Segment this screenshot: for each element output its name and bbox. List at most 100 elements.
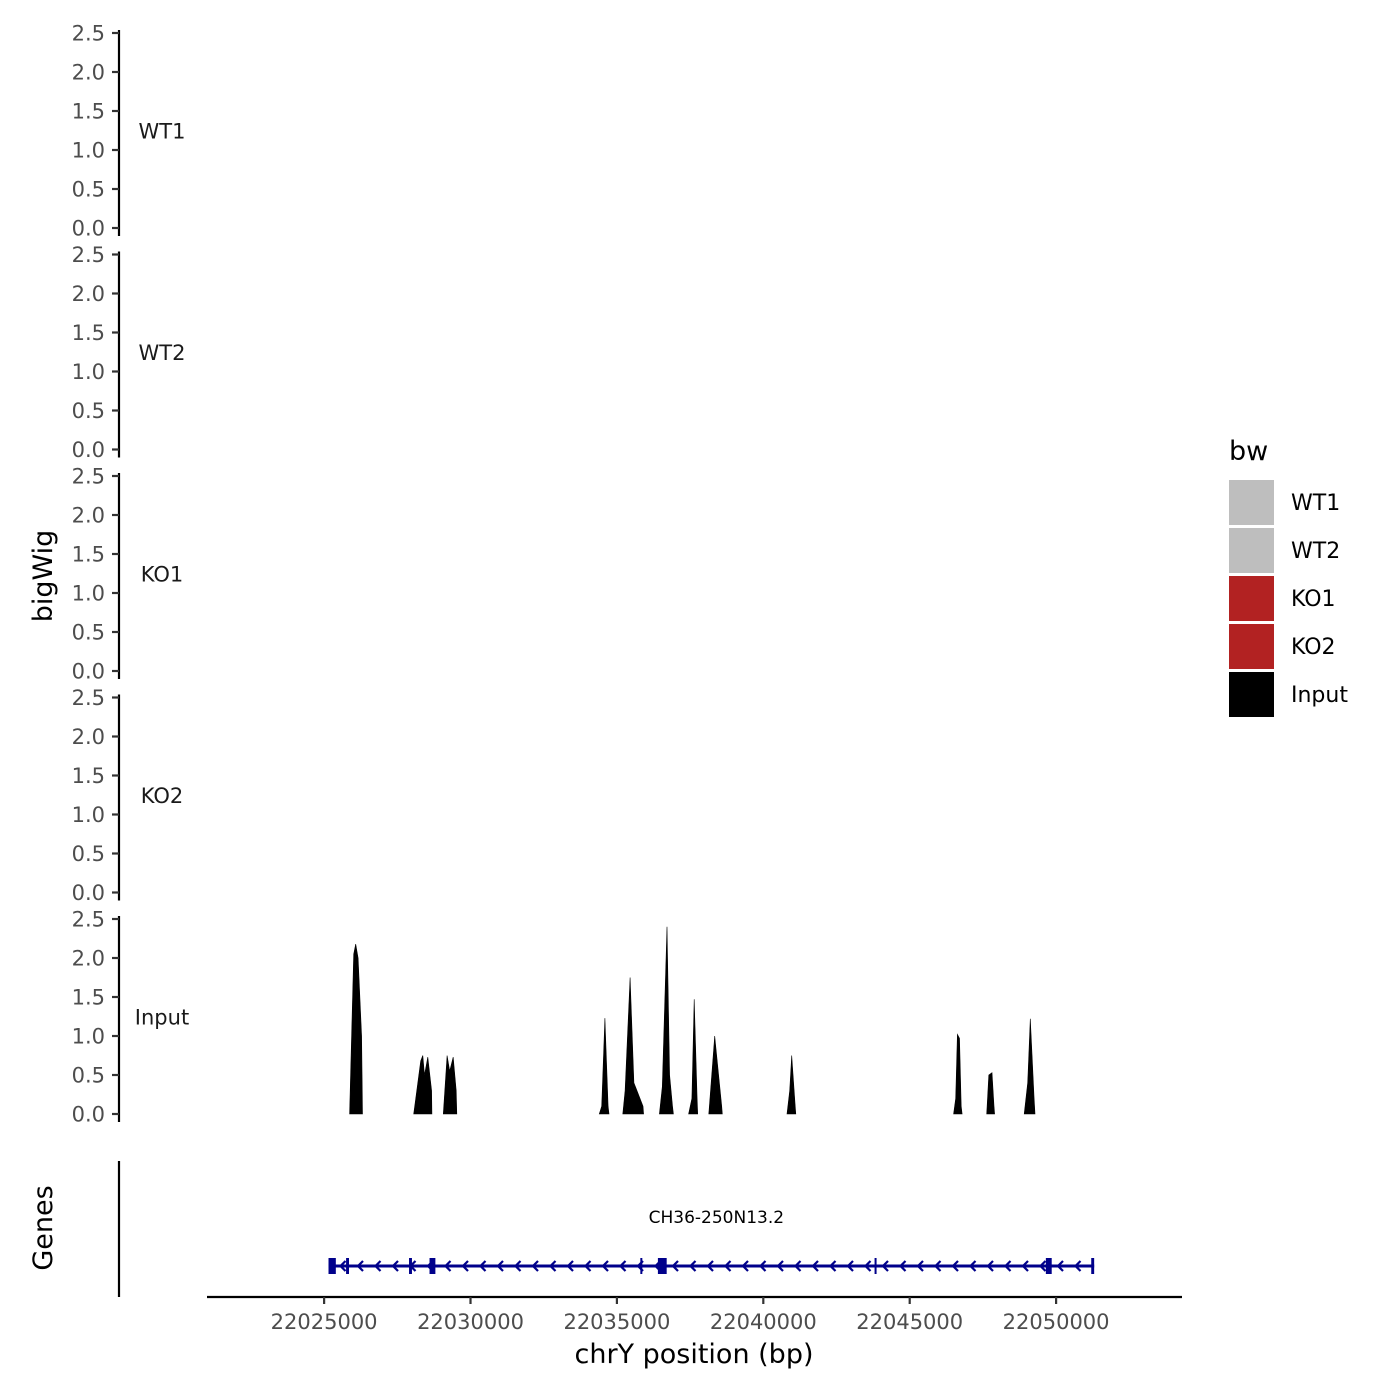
y-tick-label: 0.0: [72, 438, 105, 462]
strand-arrow: [1056, 1260, 1064, 1272]
signal-peak: [622, 977, 644, 1115]
y-tick-label: 2.5: [72, 243, 105, 267]
x-axis: 22025000 22030000 22035000 22040000 22045000…: [207, 1295, 1182, 1334]
y-tick-label: 2.5: [72, 908, 105, 932]
strand-arrow: [986, 1260, 994, 1272]
signal-peak: [786, 1055, 797, 1115]
strand-arrow: [1073, 1260, 1082, 1272]
panel-label-ko1: KO1: [141, 563, 184, 587]
x-tick-label: 22025000: [271, 1310, 378, 1334]
y-tick-label: 1.0: [72, 360, 105, 384]
bigwig-panels: 0.0 0.5 1.0 1.5 2.0 2.5 WT1 0.0 0.5 1.0 1.5 2.0 2.5 W…: [72, 22, 1036, 1127]
signal-peak: [708, 1035, 723, 1115]
strand-arrow: [758, 1260, 767, 1272]
signal-peak: [953, 1033, 963, 1115]
strand-arrow: [881, 1260, 889, 1272]
strand-arrow: [513, 1260, 522, 1272]
strand-arrow: [951, 1260, 959, 1272]
strand-arrow: [601, 1260, 609, 1272]
y-tick-label: 1.0: [72, 139, 105, 163]
y-tick-label: 1.5: [72, 986, 105, 1010]
legend-label: WT2: [1291, 539, 1340, 564]
gene-exon: [1091, 1258, 1095, 1274]
legend-item-wt2: WT2: [1229, 528, 1340, 573]
y-tick-label: 1.0: [72, 1025, 105, 1049]
legend-item-wt1: WT1: [1229, 480, 1340, 525]
signal-peak: [598, 1018, 610, 1115]
legend-label: Input: [1291, 683, 1348, 708]
gene-exon: [1045, 1258, 1052, 1274]
strand-arrow: [741, 1260, 749, 1272]
gene-exon: [640, 1258, 643, 1274]
gene-exon: [657, 1258, 667, 1274]
y-tick-label: 0.5: [72, 621, 105, 645]
genes-track: CH36-250N13.2: [117, 1161, 1095, 1297]
x-tick-label: 22050000: [1003, 1310, 1110, 1334]
legend-item-ko1: KO1: [1229, 576, 1336, 621]
y-tick-label: 0.0: [72, 660, 105, 684]
signal-peak: [349, 943, 363, 1115]
y-tick-label: 1.5: [72, 764, 105, 788]
legend-swatch: [1229, 624, 1274, 669]
y-tick-label: 0.5: [72, 1064, 105, 1088]
strand-arrow: [688, 1260, 697, 1272]
y-tick-label: 2.0: [72, 61, 105, 85]
legend-swatch: [1229, 528, 1274, 573]
signal-peak: [688, 999, 699, 1115]
y-tick-label: 2.5: [72, 22, 105, 46]
legend-swatch: [1229, 576, 1274, 621]
panel-wt2: 0.0 0.5 1.0 1.5 2.0 2.5 WT2: [72, 243, 186, 462]
panel-input: 0.0 0.5 1.0 1.5 2.0 2.5 Input: [72, 908, 1036, 1127]
strand-arrow: [916, 1260, 924, 1272]
x-tick-label: 22040000: [710, 1310, 817, 1334]
panel-label-input: Input: [135, 1006, 189, 1030]
strand-arrow: [566, 1260, 574, 1272]
strand-arrow: [618, 1260, 627, 1272]
y-tick-label: 1.5: [72, 100, 105, 124]
legend-label: KO2: [1291, 635, 1336, 660]
y-tick-label: 1.0: [72, 582, 105, 606]
y-tick-label: 2.0: [72, 947, 105, 971]
gene-exon: [346, 1258, 350, 1274]
strand-arrow: [968, 1260, 977, 1272]
y-tick-label: 1.5: [72, 321, 105, 345]
strand-arrow: [828, 1260, 837, 1272]
panel-label-wt2: WT2: [139, 341, 186, 365]
strand-arrow: [898, 1260, 907, 1272]
strand-arrow: [373, 1260, 382, 1272]
y-tick-label: 2.5: [72, 686, 105, 710]
strand-arrow: [671, 1260, 679, 1272]
y-tick-label: 2.0: [72, 725, 105, 749]
y-tick-label: 1.5: [72, 543, 105, 567]
strand-arrow: [356, 1260, 364, 1272]
legend-title: bw: [1229, 436, 1268, 467]
strand-arrow: [496, 1260, 504, 1272]
signal-peak: [986, 1072, 995, 1115]
legend-label: WT1: [1291, 491, 1340, 516]
panel-ko1: 0.0 0.5 1.0 1.5 2.0 2.5 KO1: [72, 465, 184, 684]
strand-arrow: [338, 1260, 347, 1272]
gene-exon: [429, 1258, 436, 1274]
x-tick-label: 22045000: [856, 1310, 963, 1334]
panel-wt1: 0.0 0.5 1.0 1.5 2.0 2.5 WT1: [72, 22, 186, 241]
strand-arrow: [776, 1260, 784, 1272]
gene-exon: [409, 1258, 412, 1274]
y-axis-title: bigWig: [28, 530, 59, 623]
y-tick-label: 0.0: [72, 217, 105, 241]
strand-arrow: [706, 1260, 714, 1272]
y-tick-label: 0.5: [72, 178, 105, 202]
signal-peak: [413, 1055, 433, 1115]
gene-label: CH36-250N13.2: [649, 1208, 784, 1228]
legend-swatch: [1229, 672, 1274, 717]
y-tick-label: 2.0: [72, 504, 105, 528]
strand-arrow: [461, 1260, 469, 1272]
strand-arrow: [531, 1260, 539, 1272]
x-tick-label: 22035000: [563, 1310, 670, 1334]
strand-arrow: [1038, 1260, 1047, 1272]
strand-arrow: [443, 1260, 452, 1272]
panel-label-wt1: WT1: [139, 120, 186, 144]
strand-arrow: [811, 1260, 819, 1272]
gene-model: CH36-250N13.2: [328, 1208, 1095, 1274]
signal-peak: [442, 1055, 458, 1115]
panel-label-ko2: KO2: [141, 784, 184, 808]
